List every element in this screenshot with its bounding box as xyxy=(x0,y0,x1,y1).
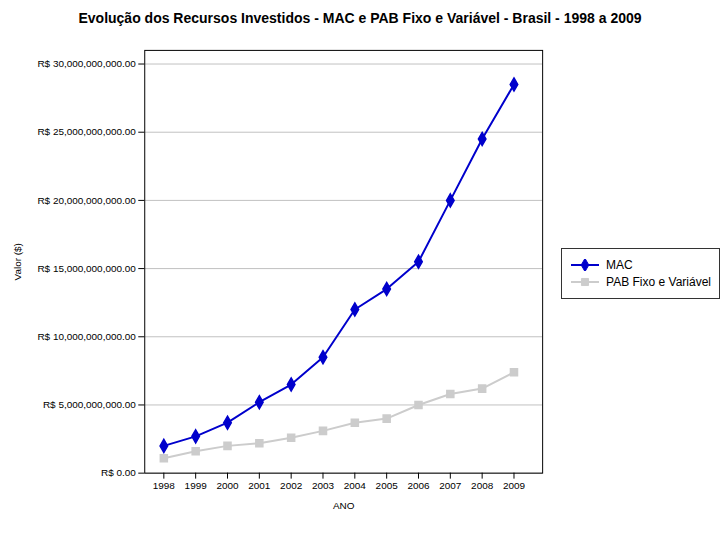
svg-text:R$ 15,000,000,000.00: R$ 15,000,000,000.00 xyxy=(37,263,136,274)
svg-text:R$ 25,000,000,000.00: R$ 25,000,000,000.00 xyxy=(37,126,136,137)
svg-text:2001: 2001 xyxy=(248,480,271,491)
svg-text:2008: 2008 xyxy=(471,480,494,491)
svg-text:R$ 5,000,000,000.00: R$ 5,000,000,000.00 xyxy=(43,399,136,410)
html-text:Evolução dos Recursos Investid: Evolução dos Recursos Investidos - MAC e… xyxy=(78,10,642,26)
svg-text:2004: 2004 xyxy=(344,480,367,491)
svg-text:2002: 2002 xyxy=(280,480,303,491)
svg-text:R$ 20,000,000,000.00: R$ 20,000,000,000.00 xyxy=(37,195,136,206)
svg-text:2006: 2006 xyxy=(407,480,430,491)
svg-text:R$ 0.00: R$ 0.00 xyxy=(101,467,136,478)
svg-text:2005: 2005 xyxy=(376,480,399,491)
html-text:PAB Fixo e Variável: PAB Fixo e Variável xyxy=(606,275,711,290)
svg-text:1998: 1998 xyxy=(153,480,176,491)
svg-text:R$ 10,000,000,000.00: R$ 10,000,000,000.00 xyxy=(37,331,136,342)
svg-text:2000: 2000 xyxy=(216,480,239,491)
svg-text:1999: 1999 xyxy=(185,480,208,491)
svg-text:2003: 2003 xyxy=(312,480,335,491)
html-text:MAC: MAC xyxy=(606,258,633,273)
svg-text:ANO: ANO xyxy=(333,500,355,511)
svg-text:2007: 2007 xyxy=(439,480,462,491)
svg-text:Valor ($): Valor ($) xyxy=(11,243,22,280)
svg-text:2009: 2009 xyxy=(503,480,526,491)
svg-text:R$ 30,000,000,000.00: R$ 30,000,000,000.00 xyxy=(37,58,136,69)
